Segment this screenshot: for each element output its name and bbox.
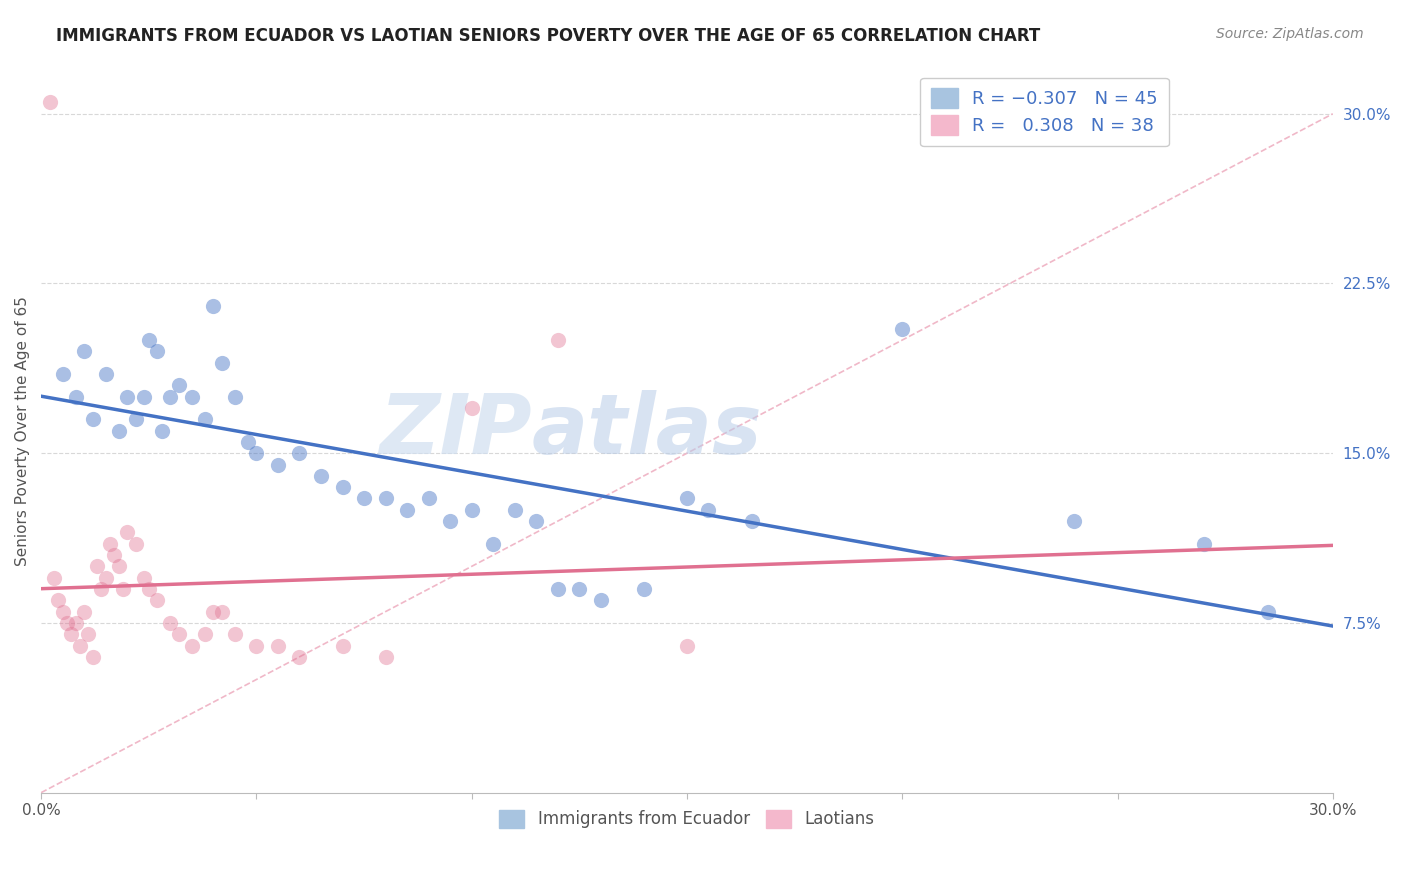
Point xyxy=(82,649,104,664)
Point xyxy=(547,582,569,596)
Point xyxy=(90,582,112,596)
Point xyxy=(138,582,160,596)
Legend: Immigrants from Ecuador, Laotians: Immigrants from Ecuador, Laotians xyxy=(492,803,882,835)
Point xyxy=(73,344,96,359)
Point xyxy=(115,525,138,540)
Point xyxy=(111,582,134,596)
Point xyxy=(439,514,461,528)
Point xyxy=(125,537,148,551)
Point xyxy=(159,615,181,630)
Point xyxy=(460,503,482,517)
Point xyxy=(224,627,246,641)
Point xyxy=(332,480,354,494)
Point xyxy=(503,503,526,517)
Point xyxy=(633,582,655,596)
Point xyxy=(65,390,87,404)
Point xyxy=(374,649,396,664)
Point xyxy=(103,548,125,562)
Point xyxy=(134,390,156,404)
Point xyxy=(167,378,190,392)
Point xyxy=(180,390,202,404)
Point xyxy=(568,582,591,596)
Point xyxy=(482,537,505,551)
Point xyxy=(676,491,699,506)
Point xyxy=(374,491,396,506)
Y-axis label: Seniors Poverty Over the Age of 65: Seniors Poverty Over the Age of 65 xyxy=(15,295,30,566)
Point xyxy=(42,571,65,585)
Point xyxy=(194,412,217,426)
Point xyxy=(676,639,699,653)
Text: atlas: atlas xyxy=(531,390,762,471)
Point xyxy=(180,639,202,653)
Point xyxy=(159,390,181,404)
Text: Source: ZipAtlas.com: Source: ZipAtlas.com xyxy=(1216,27,1364,41)
Point xyxy=(52,605,75,619)
Point xyxy=(697,503,720,517)
Point xyxy=(146,593,169,607)
Point xyxy=(134,571,156,585)
Point xyxy=(94,367,117,381)
Point xyxy=(86,559,108,574)
Point xyxy=(288,446,311,460)
Point xyxy=(77,627,100,641)
Point xyxy=(98,537,121,551)
Point xyxy=(69,639,91,653)
Point xyxy=(38,95,60,110)
Point xyxy=(56,615,79,630)
Point xyxy=(60,627,83,641)
Point xyxy=(1257,605,1279,619)
Point xyxy=(107,559,129,574)
Point xyxy=(741,514,763,528)
Point xyxy=(65,615,87,630)
Text: ZIP: ZIP xyxy=(380,390,531,471)
Point xyxy=(1192,537,1215,551)
Point xyxy=(125,412,148,426)
Point xyxy=(245,446,267,460)
Point xyxy=(236,434,259,449)
Point xyxy=(52,367,75,381)
Point xyxy=(138,333,160,347)
Point xyxy=(547,333,569,347)
Point xyxy=(94,571,117,585)
Point xyxy=(167,627,190,641)
Point xyxy=(288,649,311,664)
Point xyxy=(332,639,354,653)
Point xyxy=(224,390,246,404)
Point xyxy=(194,627,217,641)
Point xyxy=(418,491,440,506)
Point xyxy=(107,424,129,438)
Point xyxy=(267,458,290,472)
Point xyxy=(202,605,225,619)
Point xyxy=(245,639,267,653)
Point xyxy=(1063,514,1085,528)
Point xyxy=(891,322,914,336)
Point xyxy=(211,356,233,370)
Point xyxy=(146,344,169,359)
Point xyxy=(524,514,547,528)
Point xyxy=(202,299,225,313)
Point xyxy=(82,412,104,426)
Point xyxy=(589,593,612,607)
Point xyxy=(396,503,419,517)
Point xyxy=(353,491,375,506)
Point xyxy=(73,605,96,619)
Point xyxy=(309,468,332,483)
Point xyxy=(46,593,69,607)
Point xyxy=(115,390,138,404)
Point xyxy=(211,605,233,619)
Text: IMMIGRANTS FROM ECUADOR VS LAOTIAN SENIORS POVERTY OVER THE AGE OF 65 CORRELATIO: IMMIGRANTS FROM ECUADOR VS LAOTIAN SENIO… xyxy=(56,27,1040,45)
Point xyxy=(150,424,173,438)
Point xyxy=(460,401,482,415)
Point xyxy=(267,639,290,653)
